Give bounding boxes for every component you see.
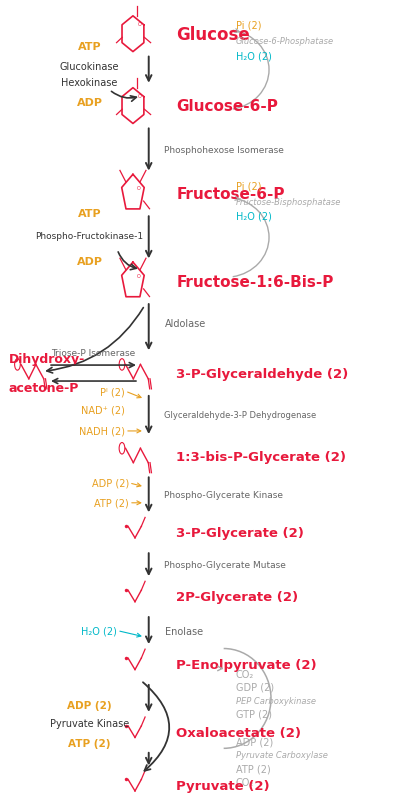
- Text: Triose-P Isomerase: Triose-P Isomerase: [51, 349, 136, 357]
- Text: Pyruvate Carboxylase: Pyruvate Carboxylase: [236, 750, 327, 760]
- Text: GDP (2): GDP (2): [236, 682, 274, 692]
- Text: Glyceraldehyde-3-P Dehydrogenase: Glyceraldehyde-3-P Dehydrogenase: [164, 411, 317, 420]
- Text: ATP: ATP: [78, 209, 101, 219]
- Text: Phosphohexose Isomerase: Phosphohexose Isomerase: [164, 146, 284, 155]
- Text: H₂O (2): H₂O (2): [81, 626, 117, 636]
- Text: CO₂: CO₂: [236, 777, 254, 787]
- Text: Oxaloacetate (2): Oxaloacetate (2): [176, 726, 301, 739]
- Text: Dihydroxy-: Dihydroxy-: [9, 353, 85, 365]
- Text: 1:3-bis-P-Glycerate (2): 1:3-bis-P-Glycerate (2): [176, 450, 346, 464]
- Text: Pyruvate (2): Pyruvate (2): [176, 780, 270, 793]
- Text: ATP (2): ATP (2): [236, 764, 270, 773]
- Text: 3-P-Glycerate (2): 3-P-Glycerate (2): [176, 527, 304, 540]
- Text: Pi (2): Pi (2): [236, 20, 261, 30]
- Text: PEP Carboxykinase: PEP Carboxykinase: [236, 696, 316, 705]
- Text: Fructose-Bisphosphatase: Fructose-Bisphosphatase: [236, 198, 341, 206]
- Text: ADP: ADP: [76, 97, 102, 108]
- Text: NADH (2): NADH (2): [79, 426, 125, 436]
- Text: Fructose-6-P: Fructose-6-P: [176, 186, 285, 202]
- Text: CO₂: CO₂: [236, 669, 254, 679]
- Text: H₂O (2): H₂O (2): [236, 211, 271, 222]
- Text: Glucose-6-P: Glucose-6-P: [176, 99, 278, 114]
- Text: ATP: ATP: [78, 42, 101, 51]
- Text: 3-P-Glyceraldehyde (2): 3-P-Glyceraldehyde (2): [176, 367, 348, 380]
- Text: Enolase: Enolase: [164, 626, 203, 636]
- Text: Fructose-1:6-Bis-P: Fructose-1:6-Bis-P: [176, 275, 334, 289]
- Text: Pᴵ (2): Pᴵ (2): [100, 386, 125, 397]
- Text: Pi (2): Pi (2): [236, 181, 261, 191]
- Text: Phospho-Glycerate Kinase: Phospho-Glycerate Kinase: [164, 491, 284, 499]
- Text: ADP: ADP: [76, 257, 102, 267]
- Text: ADP (2): ADP (2): [236, 737, 273, 747]
- Text: 2P-Glycerate (2): 2P-Glycerate (2): [176, 590, 298, 603]
- Text: Pyruvate Kinase: Pyruvate Kinase: [50, 718, 129, 728]
- Text: acetone-P: acetone-P: [9, 381, 79, 394]
- Text: Glucose: Glucose: [176, 26, 250, 43]
- Text: O: O: [138, 94, 142, 99]
- Text: NAD⁺ (2): NAD⁺ (2): [81, 405, 125, 415]
- Text: H₂O (2): H₂O (2): [236, 51, 271, 61]
- Text: P-Enolpyruvate (2): P-Enolpyruvate (2): [176, 658, 317, 671]
- Text: O: O: [136, 274, 140, 279]
- Text: ATP (2): ATP (2): [94, 498, 129, 508]
- Text: ADP (2): ADP (2): [92, 479, 129, 488]
- Text: Glucose-6-Phosphatase: Glucose-6-Phosphatase: [236, 37, 334, 46]
- Text: O: O: [136, 186, 140, 191]
- Text: Phospho-Fructokinase-1: Phospho-Fructokinase-1: [36, 232, 144, 241]
- Text: Hexokinase: Hexokinase: [61, 78, 118, 88]
- Text: Glucokinase: Glucokinase: [60, 62, 119, 71]
- Text: O: O: [138, 22, 142, 27]
- Text: ATP (2): ATP (2): [68, 738, 111, 748]
- Text: Phospho-Glycerate Mutase: Phospho-Glycerate Mutase: [164, 560, 286, 569]
- Text: GTP (2): GTP (2): [236, 709, 272, 719]
- Text: ADP (2): ADP (2): [67, 700, 112, 711]
- Text: Aldolase: Aldolase: [164, 319, 206, 328]
